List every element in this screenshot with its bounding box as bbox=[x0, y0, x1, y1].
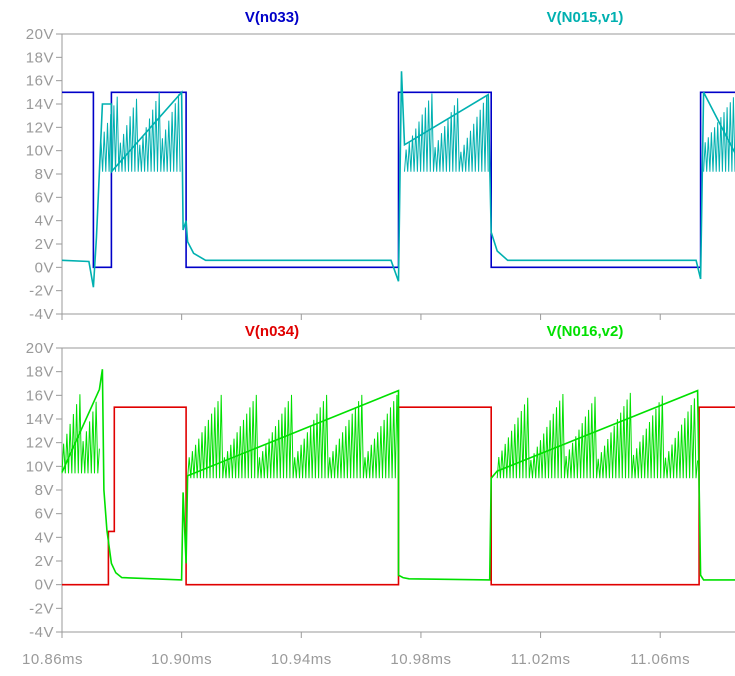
y-tick-label: 10V bbox=[26, 458, 54, 475]
y-tick-label: 0V bbox=[35, 259, 54, 276]
y-tick-label: 8V bbox=[35, 482, 54, 499]
y-tick-label: 2V bbox=[35, 553, 54, 570]
y-tick-label: 20V bbox=[26, 340, 54, 357]
y-tick-label: 6V bbox=[35, 189, 54, 206]
x-tick-label: 11.02ms bbox=[511, 651, 571, 668]
y-tick-label: -4V bbox=[29, 624, 54, 641]
y-tick-label: 14V bbox=[26, 411, 54, 428]
series-ripple-vn015-v1 bbox=[703, 97, 735, 172]
y-tick-label: 8V bbox=[35, 166, 54, 183]
series-ripple-vn016-v2 bbox=[496, 392, 699, 479]
series-line-v-n015-v1 bbox=[61, 71, 735, 288]
y-tick-label: 12V bbox=[26, 435, 54, 452]
y-tick-label: 4V bbox=[35, 213, 54, 230]
series-ripple-vn016-v2 bbox=[61, 394, 100, 474]
legend-entry[interactable]: V(N015,v1) bbox=[547, 9, 624, 26]
y-tick-label: 20V bbox=[26, 26, 54, 43]
y-tick-label: 16V bbox=[26, 387, 54, 404]
y-tick-label: 10V bbox=[26, 143, 54, 160]
y-tick-label: 0V bbox=[35, 577, 54, 594]
y-tick-label: 12V bbox=[26, 119, 54, 136]
y-tick-label: 2V bbox=[35, 236, 54, 253]
y-tick-label: -2V bbox=[29, 600, 54, 617]
legend-entry[interactable]: V(n034) bbox=[245, 323, 299, 340]
y-tick-label: 18V bbox=[26, 49, 54, 66]
y-tick-label: 14V bbox=[26, 96, 54, 113]
y-tick-label: 18V bbox=[26, 364, 54, 381]
y-tick-label: -2V bbox=[29, 283, 54, 300]
y-tick-label: 6V bbox=[35, 506, 54, 523]
x-tick-label: 10.94ms bbox=[271, 651, 332, 668]
x-tick-label: 10.90ms bbox=[151, 651, 212, 668]
legend-entry[interactable]: V(N016,v2) bbox=[547, 323, 624, 340]
series-ripple-vn015-v1 bbox=[98, 92, 181, 172]
y-tick-label: 16V bbox=[26, 73, 54, 90]
legend-entry[interactable]: V(n033) bbox=[245, 9, 299, 26]
y-tick-label: 4V bbox=[35, 529, 54, 546]
x-tick-label: 11.06ms bbox=[630, 651, 690, 668]
x-tick-label: 10.98ms bbox=[390, 651, 451, 668]
series-ripple-vn016-v2 bbox=[187, 394, 399, 479]
y-tick-label: -4V bbox=[29, 306, 54, 323]
series-ripple-vn015-v1 bbox=[404, 93, 489, 172]
series-line-v-n034 bbox=[62, 406, 735, 586]
series-line-v-n033 bbox=[62, 91, 735, 269]
x-tick-label: 10.86ms bbox=[22, 651, 83, 668]
series-line-v-n016-v2 bbox=[61, 369, 735, 581]
